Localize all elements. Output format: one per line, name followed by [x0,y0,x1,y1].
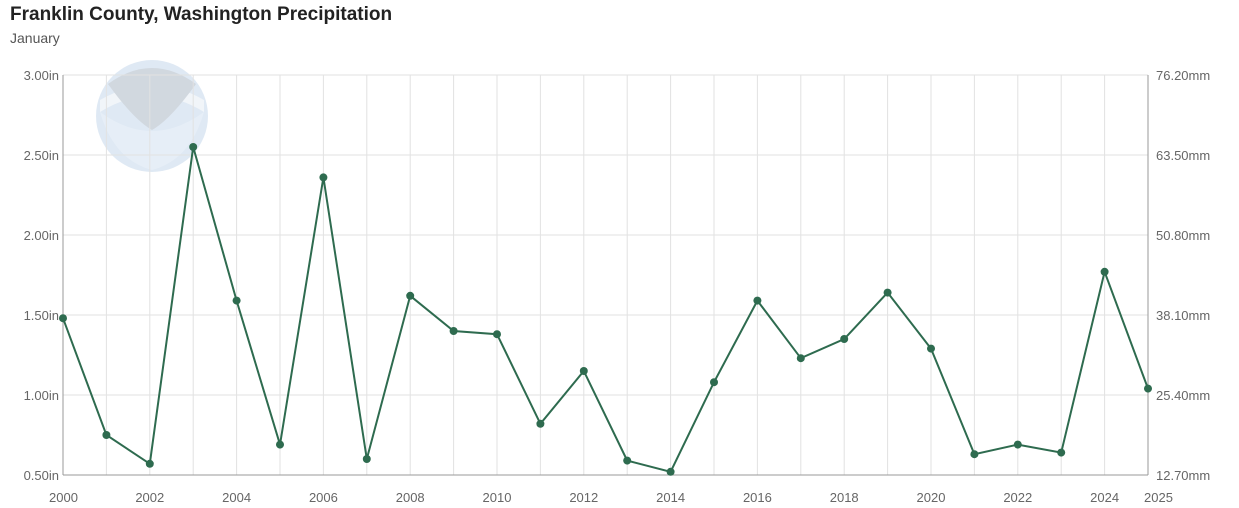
x-tick-label: 2000 [49,490,78,505]
data-point [753,296,762,305]
x-tick-label: 2018 [830,490,859,505]
chart-title: Franklin County, Washington Precipitatio… [10,4,393,25]
y-tick-label-right: 63.50mm [1156,148,1210,163]
x-tick-label: 2004 [222,490,251,505]
x-tick-label: 2008 [396,490,425,505]
data-point [1144,384,1152,393]
y-tick-label-left: 0.50in [24,468,59,483]
y-tick-label-left: 3.00in [24,68,59,83]
y-tick-label-left: 1.50in [24,308,59,323]
series-line [62,146,1149,473]
data-point [1013,440,1022,449]
y-tick-label-right: 38.10mm [1156,308,1210,323]
data-point [796,354,805,363]
data-point [276,440,284,449]
data-point [927,344,935,353]
data-point [840,335,849,343]
x-tick-label: 2002 [135,490,164,505]
x-tick-label: 2022 [1003,490,1032,505]
data-point [319,173,328,182]
data-point [59,314,67,323]
y-tick-label-left: 1.00in [24,388,59,403]
data-point [710,378,718,387]
x-tick-label: 2016 [743,490,772,505]
data-point [406,291,415,300]
x-tick-label: 2010 [483,490,512,505]
y-tick-label-right: 50.80mm [1156,228,1210,243]
x-tick-label: 2006 [309,490,338,505]
data-point [232,296,241,305]
x-tick-label: 2014 [656,490,685,505]
data-point [189,143,198,151]
data-point [1100,267,1109,276]
y-tick-label-right: 76.20mm [1156,68,1210,83]
data-point [102,431,111,439]
data-point [970,450,979,459]
y-tick-label-left: 2.00in [24,228,59,243]
data-point [449,327,458,335]
y-tick-label-left: 2.50in [24,148,59,163]
data-point [666,467,675,476]
data-point [1057,448,1066,457]
data-point [362,455,371,463]
x-tick-label: 2020 [917,490,946,505]
data-point [536,419,545,428]
y-tick-label-right: 12.70mm [1156,468,1210,483]
noaa-logo-watermark [96,60,208,172]
data-point [883,288,892,297]
data-point [579,367,588,375]
x-tick-label: 2025 [1144,490,1173,505]
y-tick-label-right: 25.40mm [1156,388,1210,403]
chart-subtitle: January [10,30,60,46]
x-tick-label: 2024 [1090,490,1119,505]
data-point [493,330,501,339]
x-tick-label: 2012 [569,490,598,505]
data-point [623,456,632,465]
data-point [145,459,154,468]
